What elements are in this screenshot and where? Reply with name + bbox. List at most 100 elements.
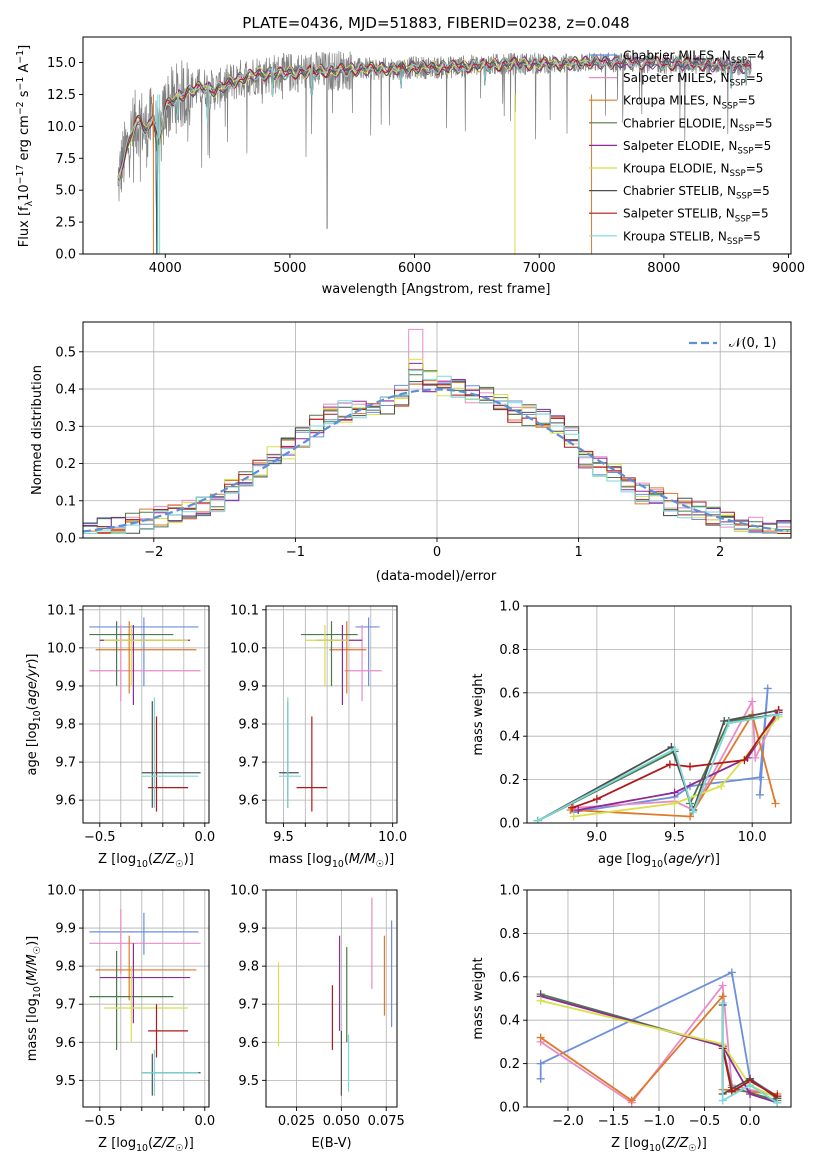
x-axis-label: mass [log10(M/M☉)]	[269, 852, 395, 870]
legend-label: 𝒩(0, 1)	[729, 336, 776, 351]
legend-label-part-0: Salpeter ELODIE, N	[623, 139, 737, 153]
y-axis-label-part-6: s	[17, 90, 32, 101]
y-tick-label: 5.0	[55, 184, 76, 199]
y-tick-label: 0.2	[55, 457, 76, 472]
legend-label-part-1: SSP	[736, 192, 752, 202]
y-axis-label-part-0: mass [log	[25, 998, 40, 1061]
legend-label-part-2: =5	[746, 71, 764, 85]
x-axis-label: E(B-V)	[311, 1136, 351, 1151]
y-axis-label: Normed distribution	[30, 365, 45, 495]
y-axis-label-part-2: (	[25, 981, 40, 986]
legend-label-part-0: Chabrier STELIB, N	[623, 184, 736, 198]
x-axis-label-part-5: )]	[184, 1136, 194, 1151]
x-tick-label: −0.5	[84, 830, 116, 845]
weight-marker	[670, 788, 679, 797]
x-tick-label: 0	[433, 545, 441, 560]
y-tick-label: 0.8	[499, 927, 520, 942]
y-tick-label: 9.8	[238, 718, 259, 733]
y-tick-label: 9.7	[55, 998, 76, 1013]
weight-line-salpeter-elodie	[540, 995, 778, 1104]
y-tick-label: 9.6	[55, 794, 76, 809]
legend-label-part-1: SSP	[722, 101, 738, 111]
weight-line-kroupa-stelib	[721, 1002, 778, 1104]
y-tick-label: 0.6	[499, 686, 520, 701]
y-axis-label-part-7: −1	[15, 77, 26, 91]
x-tick-label: −0.5	[689, 1114, 721, 1129]
y-axis-label-part-0: age [log	[25, 722, 40, 775]
weight-marker	[720, 717, 729, 726]
y-axis-label-part-0: Flux [f	[17, 206, 32, 247]
y-tick-label: 9.8	[238, 960, 259, 975]
legend-label-part-0: Chabrier MILES, N	[623, 49, 731, 63]
x-axis-label-part-2: (	[663, 852, 668, 867]
x-axis-label-part-2: (	[344, 852, 349, 867]
legend-label-part-1: SSP	[737, 147, 753, 157]
y-tick-label: 9.8	[55, 960, 76, 975]
x-axis-label-part-0: mass [log	[269, 852, 332, 867]
x-tick-label: 8000	[647, 261, 680, 276]
legend-label-part-2: =5	[746, 162, 764, 176]
legend-label-part-2: =5	[752, 184, 770, 198]
x-tick-label: 0.0	[194, 830, 215, 845]
y-tick-label: 9.7	[238, 998, 259, 1013]
legend-label-part-0: Kroupa STELIB, N	[623, 229, 727, 243]
y-tick-label: 0.3	[55, 420, 76, 435]
weight-marker	[763, 684, 772, 693]
x-axis-label: wavelength [Angstrom, rest frame]	[322, 282, 551, 297]
x-axis-label-part-0: Z [log	[98, 852, 136, 867]
legend-label: Salpeter STELIB, NSSP=5	[623, 207, 769, 225]
y-tick-label: 9.6	[238, 1036, 259, 1051]
y-axis-label-part-8: A	[17, 64, 32, 77]
x-axis-label-part-1: 10	[136, 859, 148, 870]
x-tick-label: 6000	[398, 261, 431, 276]
weight-marker	[727, 968, 736, 977]
age_vs_mass-axes: 9.5 10.0 9.6 9.7 9.8 9.9 10.0 10.1 mass [log10(M…	[230, 603, 407, 870]
x-axis-label-part-2: (	[661, 1136, 666, 1151]
y-tick-label: 10.1	[47, 603, 76, 618]
y-axis-label-part-2: 10	[17, 184, 32, 201]
age_vs_Z-plot-area	[83, 606, 209, 823]
y-tick-label: 9.6	[238, 794, 259, 809]
spectrum-model-kroupa-stelib	[117, 55, 752, 186]
legend-label-part-2: =5	[751, 207, 769, 221]
x-tick-label: 2	[716, 545, 724, 560]
x-axis-label: age [log10(age/yr)]	[598, 852, 720, 870]
x-tick-label: −0.5	[84, 1114, 116, 1129]
y-axis-label-part-4: erg cm	[17, 115, 32, 164]
weight-marker	[665, 760, 674, 769]
spectrum-plot-area	[117, 50, 752, 254]
x-tick-label: 0.0	[194, 1114, 215, 1129]
y-tick-label: 9.7	[238, 756, 259, 771]
y-tick-label: 9.9	[55, 922, 76, 937]
x-axis-label-part-0: age [log	[598, 852, 651, 867]
age_vs_Z-axes: −0.5 0.09.69.79.89.910.010.1Z [log10(Z/Z☉…	[25, 603, 215, 870]
y-axis-label-part-1: λ	[24, 200, 35, 206]
weight_vs_age-axes: 9.0 9.5 10.0 0.0 0.2 0.4 0.6 0.8 1.0 age [log10(a…	[471, 600, 792, 870]
weight-marker	[746, 1081, 755, 1090]
y-tick-label: 12.5	[47, 88, 76, 103]
x-axis-label-part-2: (	[148, 1136, 153, 1151]
y-axis-label-part-5: −2	[15, 101, 26, 115]
legend-label-part-2: =4	[747, 49, 765, 63]
weight-marker	[536, 1074, 545, 1083]
legend-label: Chabrier ELODIE, NSSP=5	[623, 116, 772, 134]
weight-marker	[718, 1096, 727, 1105]
y-tick-label: 9.9	[238, 922, 259, 937]
legend-label-part-1: SSP	[730, 169, 746, 179]
weight-marker	[718, 998, 727, 1007]
legend-label-part-2: =5	[743, 229, 761, 243]
histogram-kroupa-stelib	[83, 370, 791, 534]
x-tick-label: 5000	[273, 261, 306, 276]
x-axis-label: (data-model)/error	[376, 569, 497, 584]
legend-label-part-1: SSP	[735, 214, 751, 224]
x-axis-label-part-1: 10	[651, 859, 663, 870]
weight-marker	[717, 782, 726, 791]
x-tick-label: 9.5	[273, 830, 294, 845]
weight-marker	[718, 981, 727, 990]
weight-marker	[536, 996, 545, 1005]
weight-marker	[574, 805, 583, 814]
weight-marker	[686, 812, 695, 821]
legend-label: Kroupa MILES, NSSP=5	[623, 94, 756, 112]
legend-label: Chabrier MILES, NSSP=4	[623, 49, 765, 67]
y-tick-label: 10.0	[47, 884, 76, 899]
